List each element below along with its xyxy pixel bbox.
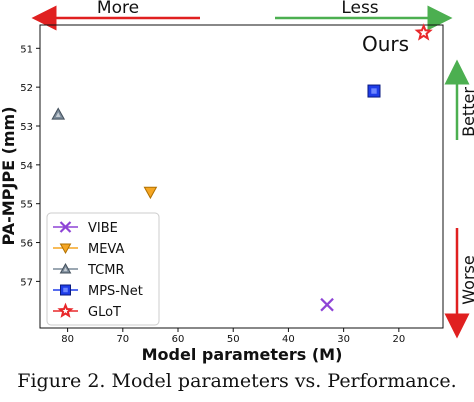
y-tick-label: 52 [20, 83, 33, 94]
legend-marker-mps-net [60, 284, 71, 296]
y-axis: 51 52 53 54 55 56 57 [20, 44, 40, 288]
y-tick-label: 57 [20, 277, 33, 288]
legend-label-meva: MEVA [88, 242, 124, 257]
legend-marker-tcmr [59, 262, 72, 274]
x-tick-label: 80 [61, 334, 74, 345]
x-tick-label: 40 [282, 334, 295, 345]
more-label: More [97, 0, 139, 18]
y-tick-label: 56 [20, 239, 33, 250]
figure-caption: Figure 2. Model parameters vs. Performan… [17, 370, 457, 392]
x-tick-label: 60 [172, 334, 185, 345]
y-tick-label: 51 [20, 44, 33, 55]
legend-marker-meva [59, 243, 72, 255]
vibe-marker [320, 297, 334, 312]
meva-marker [143, 186, 158, 200]
legend-label-glot: GLoT [88, 305, 121, 320]
legend-marker-vibe [59, 221, 72, 233]
x-tick-label: 70 [116, 334, 129, 345]
plot-area [39, 24, 444, 329]
data-points [51, 23, 433, 312]
x-tick-label: 20 [392, 334, 405, 345]
less-label: Less [341, 0, 378, 18]
legend-marker-glot [57, 302, 74, 318]
better-label: Better [459, 87, 474, 137]
mps-net-marker [367, 84, 381, 98]
legend: VIBE MEVA TCMR MPS-Net GLoT [53, 221, 143, 320]
x-tick-label: 30 [337, 334, 350, 345]
x-axis: 80 70 60 50 40 30 20 [61, 328, 405, 345]
legend-label-vibe: VIBE [88, 221, 118, 236]
chart-canvas: More Less Better Worse 80 70 60 50 40 30 20 51… [0, 0, 474, 364]
tcmr-marker [51, 107, 66, 120]
legend-label-mps-net: MPS-Net [88, 284, 143, 299]
y-tick-label: 55 [20, 200, 33, 211]
ours-label: Ours [362, 32, 409, 56]
legend-box [46, 212, 160, 326]
legend-label-tcmr: TCMR [87, 263, 125, 278]
x-axis-label: Model parameters (M) [142, 345, 343, 364]
y-tick-label: 54 [20, 161, 33, 172]
y-tick-label: 53 [20, 122, 33, 133]
y-axis-label: PA-MPJPE (mm) [0, 106, 18, 245]
worse-label: Worse [459, 255, 474, 304]
glot-marker [414, 23, 433, 41]
x-tick-label: 50 [227, 334, 240, 345]
